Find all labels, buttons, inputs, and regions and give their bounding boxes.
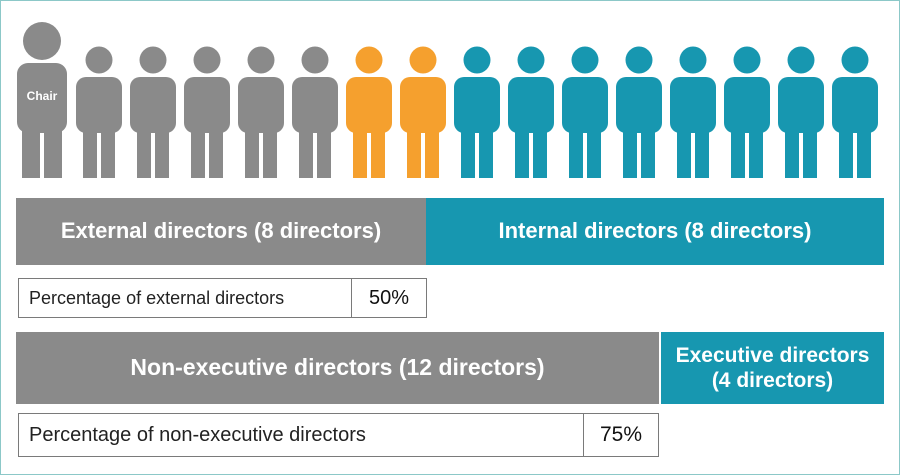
non-executive-directors-label: Non-executive directors (12 directors)	[130, 354, 545, 381]
internal-directors-label: Internal directors (8 directors)	[498, 218, 812, 244]
director-person-icon	[292, 46, 338, 178]
director-person-icon	[130, 46, 176, 178]
executive-directors-bar: Executive directors (4 directors)	[661, 332, 884, 404]
non-executive-directors-bar: Non-executive directors (12 directors)	[16, 332, 659, 404]
director-person-icon	[76, 46, 122, 178]
external-percentage-value: 50%	[368, 286, 410, 309]
director-person-icon	[670, 46, 716, 178]
chair-label: Chair	[27, 89, 58, 103]
director-person-icon	[778, 46, 824, 178]
director-person-icon	[184, 46, 230, 178]
director-person-icon	[346, 46, 392, 178]
director-person-icon	[616, 46, 662, 178]
internal-directors-bar: Internal directors (8 directors)	[426, 198, 884, 265]
external-directors-label: External directors (8 directors)	[60, 218, 382, 244]
director-person-icon	[724, 46, 770, 178]
director-person-icon	[454, 46, 500, 178]
executive-directors-label-line1: Executive directors	[675, 343, 870, 367]
director-person-icon	[238, 46, 284, 178]
chair-person-icon	[17, 22, 67, 178]
non-executive-percentage-row: Percentage of non-executive directors 75…	[18, 413, 659, 457]
non-executive-percentage-value: 75%	[599, 423, 643, 446]
director-person-icon	[508, 46, 554, 178]
external-percentage-row: Percentage of external directors 50%	[18, 278, 427, 318]
external-percentage-label: Percentage of external directors	[19, 279, 352, 317]
external-directors-bar: External directors (8 directors)	[16, 198, 426, 265]
executive-directors-label-line2: (4 directors)	[711, 369, 834, 392]
director-person-icon	[832, 46, 878, 178]
director-figures: Chair	[17, 22, 878, 178]
director-person-icon	[562, 46, 608, 178]
non-executive-percentage-label: Percentage of non-executive directors	[19, 414, 584, 456]
director-person-icon	[400, 46, 446, 178]
